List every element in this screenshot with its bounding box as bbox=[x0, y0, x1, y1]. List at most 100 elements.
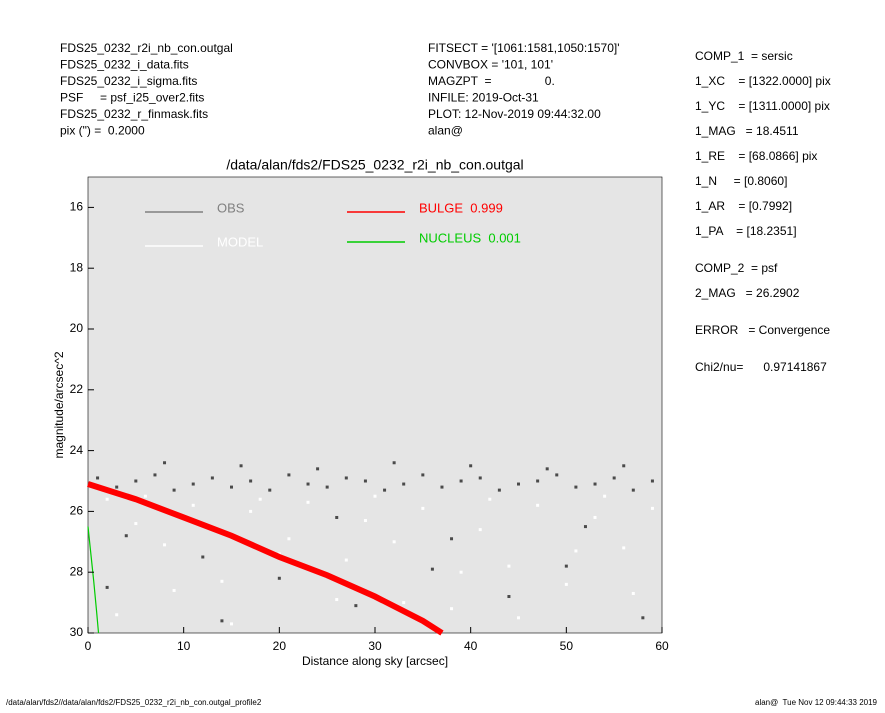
data-point bbox=[363, 479, 367, 483]
data-point bbox=[507, 595, 511, 599]
data-point bbox=[450, 607, 454, 611]
data-point bbox=[105, 497, 109, 501]
data-point bbox=[517, 482, 520, 486]
data-point bbox=[344, 476, 348, 480]
data-point bbox=[316, 467, 320, 471]
x-tick-label: 40 bbox=[464, 639, 478, 653]
data-point bbox=[163, 543, 167, 547]
header-right-line: 1_AR = [0.7992] bbox=[695, 199, 792, 213]
data-point bbox=[603, 494, 607, 498]
header-left-line: FDS25_0232_r2i_nb_con.outgal bbox=[60, 41, 233, 55]
data-point bbox=[631, 591, 635, 595]
data-point bbox=[124, 534, 128, 538]
y-tick-label: 26 bbox=[70, 504, 84, 518]
header-middle-line: MAGZPT = 0. bbox=[428, 74, 555, 88]
data-point bbox=[440, 485, 444, 489]
x-tick-label: 20 bbox=[273, 639, 287, 653]
data-point bbox=[478, 476, 482, 480]
data-point bbox=[459, 479, 463, 483]
data-point bbox=[650, 506, 654, 510]
data-point bbox=[153, 473, 157, 477]
data-point bbox=[134, 479, 138, 483]
data-point bbox=[593, 482, 597, 486]
header-right-line: COMP_2 = psf bbox=[695, 261, 778, 275]
data-point bbox=[650, 479, 654, 483]
header-right-line: ERROR = Convergence bbox=[695, 323, 830, 337]
data-point bbox=[163, 461, 167, 465]
header-right-line: Chi2/nu= 0.97141867 bbox=[695, 360, 827, 374]
y-tick-label: 22 bbox=[70, 382, 84, 396]
data-point bbox=[574, 549, 578, 553]
x-tick-label: 60 bbox=[655, 639, 669, 653]
legend-label: NUCLEUS 0.001 bbox=[419, 230, 521, 245]
plot-area bbox=[87, 176, 663, 634]
data-point bbox=[306, 500, 310, 504]
y-tick-label: 16 bbox=[70, 200, 84, 214]
data-point bbox=[402, 482, 406, 486]
data-point bbox=[249, 479, 253, 483]
data-point bbox=[641, 616, 645, 620]
data-point bbox=[172, 588, 176, 592]
header-left-line: FDS25_0232_i_data.fits bbox=[60, 58, 189, 72]
legend-label: MODEL bbox=[217, 234, 263, 249]
data-point bbox=[631, 488, 635, 492]
x-axis-label: Distance along sky [arcsec] bbox=[302, 654, 448, 668]
header-right-line: 2_MAG = 26.2902 bbox=[695, 286, 800, 300]
data-point bbox=[478, 528, 482, 532]
data-point bbox=[564, 564, 568, 568]
data-point bbox=[335, 515, 339, 519]
y-tick-label: 30 bbox=[70, 625, 84, 639]
data-point bbox=[230, 622, 233, 626]
data-point bbox=[421, 506, 425, 510]
x-tick-label: 0 bbox=[85, 639, 92, 653]
data-point bbox=[105, 585, 109, 589]
data-point bbox=[210, 476, 214, 480]
data-point bbox=[220, 579, 224, 583]
data-point bbox=[335, 598, 339, 602]
data-point bbox=[258, 497, 262, 501]
header-right-line: 1_N = [0.8060] bbox=[695, 174, 787, 188]
data-point bbox=[201, 555, 205, 559]
data-point bbox=[430, 567, 434, 571]
data-point bbox=[191, 503, 195, 507]
data-point bbox=[450, 537, 454, 541]
x-tick-label: 10 bbox=[177, 639, 191, 653]
data-point bbox=[220, 619, 224, 623]
data-point bbox=[287, 473, 291, 477]
profile-line bbox=[87, 526, 100, 634]
data-point bbox=[536, 503, 540, 507]
data-point bbox=[249, 509, 253, 513]
data-point bbox=[143, 494, 147, 498]
data-point bbox=[574, 485, 578, 489]
data-point bbox=[488, 497, 492, 501]
data-point bbox=[383, 488, 387, 492]
data-point bbox=[325, 485, 329, 489]
profile-line bbox=[87, 481, 444, 636]
data-point bbox=[593, 515, 597, 519]
header-right-line: 1_RE = [68.0866] pix bbox=[695, 149, 817, 163]
data-point bbox=[555, 473, 559, 477]
data-point bbox=[268, 488, 272, 492]
data-point bbox=[536, 479, 540, 483]
data-point bbox=[459, 570, 463, 574]
header-left-line: pix (") = 0.2000 bbox=[60, 124, 145, 138]
header-right-line: 1_PA = [18.2351] bbox=[695, 224, 797, 238]
y-axis-label: magnitude/arcsec^2 bbox=[52, 351, 66, 458]
data-point bbox=[622, 546, 626, 550]
data-point bbox=[421, 473, 425, 477]
header-right-line: COMP_1 = sersic bbox=[695, 49, 793, 63]
data-point bbox=[402, 601, 406, 605]
data-point bbox=[622, 464, 626, 468]
data-point bbox=[96, 476, 100, 480]
data-point bbox=[134, 522, 138, 526]
data-point bbox=[287, 537, 291, 541]
data-point bbox=[115, 613, 119, 617]
data-point bbox=[497, 488, 501, 492]
data-point bbox=[392, 540, 396, 544]
data-point bbox=[230, 485, 233, 489]
data-point bbox=[239, 464, 243, 468]
data-point bbox=[172, 488, 176, 492]
data-point bbox=[612, 476, 616, 480]
data-point bbox=[306, 482, 310, 486]
